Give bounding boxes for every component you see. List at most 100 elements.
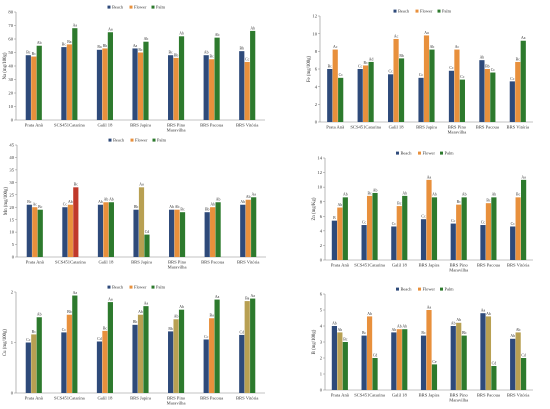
bar-significance-label: Bc — [486, 199, 491, 203]
bar-significance-label: Cc — [460, 75, 465, 79]
bar-flower — [209, 318, 215, 393]
bar-beach — [480, 313, 486, 390]
x-tick-label: SCS451Catarina — [55, 260, 86, 265]
bar-significance-label: Bb — [240, 47, 245, 51]
bar-significance-label: Aa — [250, 294, 255, 298]
bar-flower — [173, 319, 179, 393]
bar-palm — [491, 366, 497, 390]
bar-significance-label: Bb — [174, 53, 179, 57]
bar-significance-label: Aa — [133, 44, 138, 48]
bar-significance-label: Aa — [144, 302, 149, 306]
bar-palm — [461, 335, 467, 390]
bar-significance-label: Cd — [492, 361, 497, 365]
bar-significance-label: Bb — [168, 327, 173, 331]
bar-significance-label: Bc — [32, 52, 37, 56]
y-tick-label: 4 — [320, 228, 323, 233]
bar-significance-label: Ac — [455, 45, 460, 49]
bar-beach — [203, 339, 209, 393]
bar-significance-label: Ab — [367, 312, 372, 316]
x-tick-label: Prata Anã — [326, 125, 344, 130]
bar-significance-label: Cc — [449, 66, 454, 70]
legend-swatch-palm — [437, 9, 441, 13]
bar-beach — [168, 331, 174, 393]
bar-significance-label: Bc — [367, 191, 372, 195]
bar-beach — [168, 55, 174, 121]
bar-flower — [396, 206, 402, 260]
bar-palm — [461, 197, 467, 260]
bar-significance-label: Ab — [68, 200, 73, 204]
bar-palm — [72, 28, 78, 121]
bar-significance-label: Cc — [358, 64, 363, 68]
x-tick-label: Galil 18 — [389, 125, 405, 130]
bar-palm — [178, 36, 185, 120]
y-tick-label: 40 — [9, 155, 14, 160]
bar-palm — [107, 302, 113, 393]
chart-panel-2: 0 2 4 6 8 10 12 Fe (mg/100g) Beach Flower Palm Bc Ac… — [307, 8, 533, 135]
x-tick-label: Prata Anã — [331, 393, 349, 398]
bar-significance-label: Cc — [511, 222, 516, 226]
y-axis-label: Fe (mg/100g) — [307, 55, 312, 82]
legend-swatch-beach — [107, 285, 111, 289]
legend-swatch-palm — [440, 151, 443, 155]
y-tick-label: 45 — [9, 143, 14, 148]
bar-significance-label: Cd — [97, 337, 102, 341]
bar-palm — [342, 342, 348, 390]
bar-palm — [214, 37, 220, 120]
bar-significance-label: Ab — [179, 32, 184, 36]
y-tick-label: 25 — [9, 192, 14, 197]
bar-beach — [97, 204, 104, 257]
bar-significance-label: Cc — [392, 222, 397, 226]
bar-significance-label: Bb — [399, 54, 404, 58]
bar-significance-label: B — [333, 216, 336, 220]
legend-swatch-beach — [396, 287, 399, 291]
bar-significance-label: Aa — [108, 298, 113, 302]
legend-swatch-palm — [151, 285, 155, 289]
bar-palm — [215, 202, 221, 257]
legend-label-flower: Flower — [135, 137, 148, 142]
bar-flower — [244, 301, 250, 393]
legend-label-beach: Beach — [112, 284, 124, 289]
y-tick-label: 1 — [11, 340, 14, 345]
bar-significance-label: Ab — [37, 41, 42, 45]
bar-significance-label: Aa — [521, 36, 526, 40]
y-tick-label: 10 — [312, 31, 317, 36]
legend-swatch-flower — [129, 5, 133, 9]
y-axis-label: Zn (mg/Kg) — [312, 197, 317, 220]
x-tick-label: SCS451Catarina — [354, 393, 385, 398]
bar-palm — [73, 187, 79, 257]
bar-flower — [244, 61, 250, 120]
bar-significance-label: Cc — [421, 215, 426, 219]
bar-significance-label: Bc — [38, 205, 43, 209]
y-tick-label: 0 — [11, 118, 14, 123]
bar-palm — [178, 309, 185, 393]
bar-palm — [338, 77, 344, 122]
y-tick-label: 1 — [320, 372, 323, 377]
bar-flower — [485, 203, 492, 260]
bar-palm — [398, 58, 405, 122]
bar-palm — [108, 202, 114, 257]
bar-significance-label: Bc — [516, 193, 521, 197]
bar-significance-label: Cc — [204, 335, 209, 339]
bar-significance-label: Aa — [427, 175, 432, 179]
bar-palm — [107, 32, 113, 120]
x-tick-label: BRS Pacoua — [200, 123, 223, 128]
chart-panel-4: 0 2 4 6 8 10 12 14 Zn (mg/Kg) Beach Flower Palm B Ab A… — [312, 150, 533, 273]
legend-label-flower: Flower — [420, 8, 433, 13]
y-tick-label: 0 — [11, 391, 14, 396]
bar-palm — [402, 329, 408, 390]
y-tick-label: 8 — [320, 199, 323, 204]
bar-flower — [393, 38, 399, 122]
legend-label-beach: Beach — [401, 286, 413, 291]
x-tick-label: BRS Pacoua — [476, 125, 499, 130]
bar-significance-label: Ab — [516, 328, 521, 332]
bar-significance-label: Ab — [144, 37, 149, 41]
y-tick-label: 5 — [320, 308, 323, 313]
bar-beach — [240, 204, 246, 257]
bar-significance-label: Ab — [332, 321, 337, 325]
x-tick-label: SCS451Catarina — [54, 123, 85, 128]
y-axis-label: Na (mg/100g) — [3, 52, 8, 79]
x-tick-label: BRS Japira — [419, 263, 440, 268]
y-tick-label: 0 — [315, 120, 318, 125]
x-tick-label: Prata Anã — [331, 263, 349, 268]
legend-label-beach: Beach — [401, 150, 413, 155]
